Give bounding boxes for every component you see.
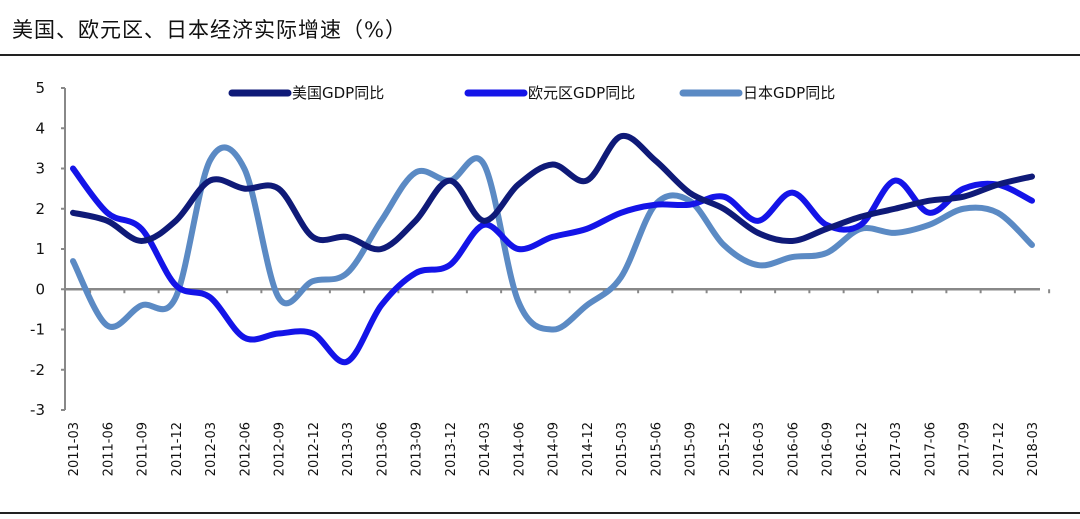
- y-tick-label: 5: [35, 79, 45, 97]
- x-tick-label: 2013-03: [341, 422, 356, 476]
- series-line-1: [70, 165, 1035, 366]
- x-tick-label: 2013-12: [444, 422, 459, 476]
- x-tick-label: 2018-03: [1026, 422, 1041, 476]
- title-divider: [0, 54, 1080, 56]
- legend-label: 日本GDP同比: [743, 84, 835, 102]
- x-tick-label: 2017-09: [958, 422, 973, 476]
- x-tick-label: 2014-03: [478, 422, 493, 476]
- y-tick-label: 3: [35, 160, 45, 178]
- x-tick-label: 2015-06: [649, 422, 664, 476]
- x-tick-label: 2011-03: [67, 422, 82, 476]
- x-tick-label: 2012-12: [307, 422, 322, 476]
- x-tick-label: 2017-06: [923, 422, 938, 476]
- x-tick-label: 2014-12: [581, 422, 596, 476]
- x-tick-label: 2017-12: [992, 422, 1007, 476]
- x-tick-label: 2017-03: [889, 422, 904, 476]
- x-tick-label: 2015-12: [718, 422, 733, 476]
- y-tick-label: -2: [30, 361, 45, 379]
- x-tick-label: 2016-09: [821, 422, 836, 476]
- legend-label: 美国GDP同比: [292, 84, 384, 102]
- x-tick-label: 2012-09: [273, 422, 288, 476]
- y-tick-label: 4: [35, 119, 45, 137]
- x-tick-label: 2014-09: [547, 422, 562, 476]
- y-tick-label: 1: [35, 240, 45, 258]
- x-tick-label: 2011-12: [170, 422, 185, 476]
- bottom-divider: [0, 512, 1080, 514]
- x-tick-label: 2016-03: [752, 422, 767, 476]
- y-tick-label: 2: [35, 200, 45, 218]
- x-tick-label: 2014-06: [512, 422, 527, 476]
- x-tick-label: 2011-06: [101, 422, 116, 476]
- x-tick-label: 2015-09: [684, 422, 699, 476]
- y-tick-label: -1: [30, 321, 45, 339]
- x-tick-label: 2012-03: [204, 422, 219, 476]
- x-tick-label: 2012-06: [238, 422, 253, 476]
- x-tick-label: 2011-09: [136, 422, 151, 476]
- legend-label: 欧元区GDP同比: [528, 84, 635, 102]
- x-tick-label: 2016-12: [855, 422, 870, 476]
- x-tick-label: 2013-09: [410, 422, 425, 476]
- x-tick-label: 2013-06: [375, 422, 390, 476]
- y-tick-label: -3: [30, 401, 45, 419]
- chart-title: 美国、欧元区、日本经济实际增速（%）: [12, 18, 407, 42]
- x-tick-label: 2016-06: [786, 422, 801, 476]
- y-tick-label: 0: [35, 280, 45, 298]
- x-tick-label: 2015-03: [615, 422, 630, 476]
